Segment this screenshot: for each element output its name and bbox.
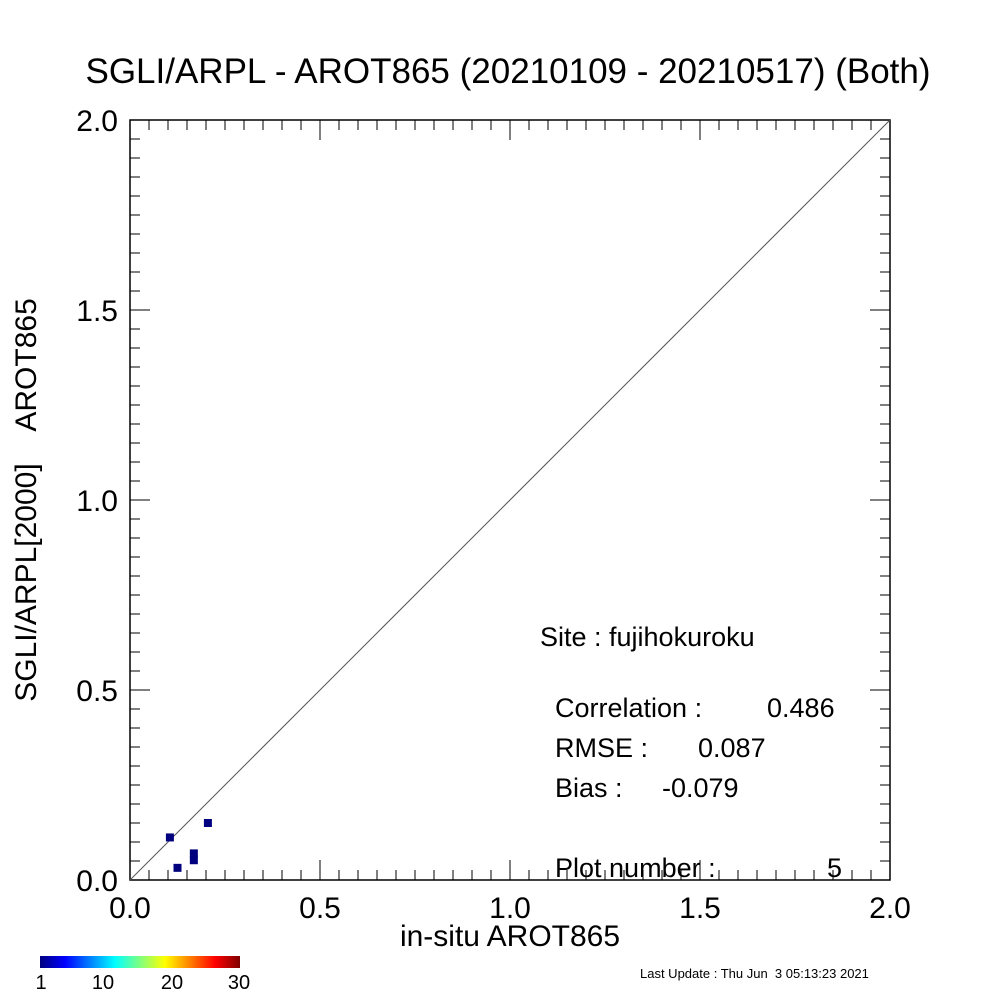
y-tick-label: 1.0: [76, 485, 118, 518]
data-point: [165, 833, 174, 842]
stat-plot-number: Plot number : 5: [540, 822, 842, 884]
colorbar-label-10: 10: [91, 972, 115, 994]
colorbar: [40, 956, 240, 968]
y-tick-label: 2.0: [76, 105, 118, 138]
data-point: [173, 863, 182, 872]
x-tick-label: 1.5: [679, 892, 721, 925]
stat-rmse: RMSE : 0.087: [540, 702, 766, 764]
data-point: [203, 819, 212, 827]
y-tick-label: 0.5: [76, 675, 118, 708]
y-tick-label: 0.0: [76, 865, 118, 898]
stat-rmse-value: 0.087: [698, 733, 766, 763]
colorbar-label-20: 20: [160, 972, 184, 994]
stat-correlation-label: Correlation :: [555, 693, 703, 723]
stat-correlation: Correlation : 0.486: [540, 662, 835, 724]
data-point: [189, 849, 198, 858]
stat-rmse-label: RMSE :: [555, 733, 649, 763]
x-tick-label: 2.0: [869, 892, 911, 925]
last-update: Last Update : Thu Jun 3 05:13:23 2021: [640, 966, 869, 981]
stat-site: Site : fujihokuroku: [540, 622, 755, 652]
x-tick-label: 1.0: [489, 892, 531, 925]
tick-labels: 0.0 0.5 1.0 1.5 2.0 0.0 0.5 1.0 1.5 2.0: [76, 105, 911, 925]
stat-plot-number-label: Plot number :: [555, 853, 716, 883]
colorbar-label-30: 30: [227, 972, 251, 994]
stat-bias-label: Bias :: [555, 773, 623, 803]
y-tick-label: 1.5: [76, 295, 118, 328]
x-tick-label: 0.0: [109, 892, 151, 925]
data-point: [189, 856, 198, 865]
chart-title: SGLI/ARPL - AROT865 (20210109 - 20210517…: [85, 52, 931, 91]
axis-ticks: [129, 119, 891, 881]
stat-bias: Bias : -0.079: [540, 742, 739, 804]
data-points: [165, 819, 212, 872]
one-to-one-line: [129, 119, 891, 881]
stat-bias-value: -0.079: [662, 773, 739, 803]
y-axis-label: SGLI/ARPL[2000] AROT865: [10, 298, 43, 702]
x-tick-label: 0.5: [299, 892, 341, 925]
stat-correlation-value: 0.486: [767, 693, 835, 723]
x-axis-label: in-situ AROT865: [399, 920, 621, 953]
stat-plot-number-value: 5: [827, 853, 843, 883]
colorbar-label-1: 1: [35, 972, 47, 994]
